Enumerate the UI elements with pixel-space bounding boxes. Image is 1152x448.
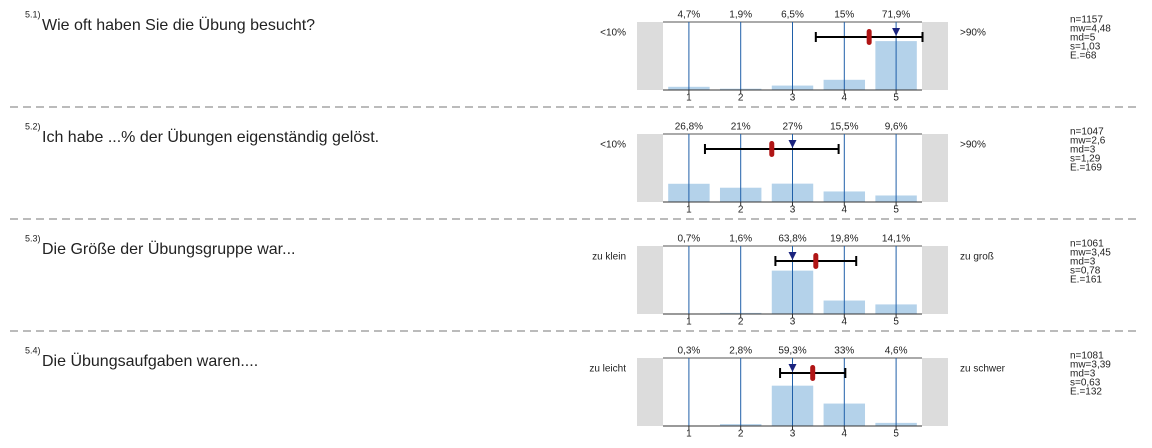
question-text: Wie oft haben Sie die Übung besucht?: [42, 16, 315, 34]
right-label: >90%: [960, 140, 986, 151]
left-label: <10%: [600, 140, 626, 151]
stat-md: md=5: [1070, 33, 1096, 44]
mean-marker: [769, 141, 775, 157]
x-tick-label: 4: [842, 429, 848, 440]
stat-mw: mw=3,45: [1070, 248, 1111, 259]
left-label: zu leicht: [589, 364, 626, 375]
gray-left: [637, 358, 663, 426]
stat-n: n=1061: [1070, 239, 1104, 250]
x-tick-label: 1: [686, 429, 692, 440]
question-text: Die Übungsaufgaben waren....: [42, 352, 258, 370]
x-tick-label: 5: [893, 93, 899, 104]
x-tick-label: 2: [738, 429, 744, 440]
value-label: 15%: [834, 10, 854, 21]
gray-right: [922, 358, 948, 426]
median-marker: [892, 28, 901, 36]
gray-right: [922, 134, 948, 202]
stat-n: n=1157: [1070, 15, 1103, 26]
value-label: 4,6%: [885, 346, 908, 357]
value-label: 1,9%: [729, 10, 752, 21]
x-tick-label: 3: [790, 429, 796, 440]
left-label: <10%: [600, 28, 626, 39]
median-marker: [788, 364, 797, 372]
question-number: 5.4): [25, 345, 41, 355]
gray-left: [637, 134, 663, 202]
question-text: Ich habe ...% der Übungen eigenständig g…: [42, 128, 379, 146]
value-label: 59,3%: [778, 346, 806, 357]
x-tick-label: 2: [738, 317, 744, 328]
value-label: 4,7%: [678, 10, 701, 21]
stat-n: n=1081: [1070, 351, 1104, 362]
x-tick-label: 5: [893, 205, 899, 216]
right-label: zu schwer: [960, 364, 1006, 375]
stat-md: md=3: [1070, 145, 1096, 156]
x-tick-label: 2: [738, 205, 744, 216]
x-tick-label: 1: [686, 205, 692, 216]
x-tick-label: 5: [893, 429, 899, 440]
stat-s: s=0,63: [1070, 378, 1101, 389]
stat-e: E.=169: [1070, 163, 1102, 174]
x-tick-label: 3: [790, 93, 796, 104]
stat-md: md=3: [1070, 257, 1096, 268]
x-tick-label: 4: [842, 317, 848, 328]
value-label: 27%: [782, 122, 802, 133]
right-label: >90%: [960, 28, 986, 39]
right-label: zu groß: [960, 252, 994, 263]
x-tick-label: 2: [738, 93, 744, 104]
value-label: 71,9%: [882, 10, 910, 21]
x-tick-label: 5: [893, 317, 899, 328]
value-label: 26,8%: [675, 122, 703, 133]
stat-mw: mw=2,6: [1070, 136, 1106, 147]
value-label: 1,6%: [729, 234, 752, 245]
stat-md: md=3: [1070, 369, 1096, 380]
x-tick-label: 4: [842, 205, 848, 216]
x-tick-label: 3: [790, 205, 796, 216]
stat-e: E.=161: [1070, 275, 1102, 286]
value-label: 6,5%: [781, 10, 804, 21]
value-label: 15,5%: [830, 122, 858, 133]
mean-marker: [810, 365, 816, 381]
stat-e: E.=68: [1070, 51, 1097, 62]
gray-left: [637, 246, 663, 314]
value-label: 19,8%: [830, 234, 858, 245]
mean-marker: [866, 29, 872, 45]
median-marker: [788, 140, 797, 148]
left-label: zu klein: [592, 252, 626, 263]
stat-s: s=1,29: [1070, 154, 1101, 165]
x-tick-label: 4: [842, 93, 848, 104]
gray-right: [922, 22, 948, 90]
stat-mw: mw=3,39: [1070, 360, 1111, 371]
stat-n: n=1047: [1070, 127, 1104, 138]
stat-s: s=1,03: [1070, 42, 1101, 53]
x-tick-label: 1: [686, 93, 692, 104]
value-label: 2,8%: [729, 346, 752, 357]
question-number: 5.1): [25, 9, 41, 19]
stat-s: s=0,78: [1070, 266, 1101, 277]
x-tick-label: 1: [686, 317, 692, 328]
value-label: 33%: [834, 346, 854, 357]
value-label: 0,3%: [678, 346, 701, 357]
median-marker: [788, 252, 797, 260]
stat-e: E.=132: [1070, 387, 1102, 398]
mean-marker: [813, 253, 819, 269]
question-number: 5.2): [25, 121, 41, 131]
question-text: Die Größe der Übungsgruppe war...: [42, 240, 295, 258]
value-label: 9,6%: [885, 122, 908, 133]
value-label: 63,8%: [778, 234, 806, 245]
value-label: 21%: [731, 122, 751, 133]
gray-left: [637, 22, 663, 90]
value-label: 0,7%: [678, 234, 701, 245]
question-number: 5.3): [25, 233, 41, 243]
value-label: 14,1%: [882, 234, 910, 245]
stat-mw: mw=4,48: [1070, 24, 1111, 35]
x-tick-label: 3: [790, 317, 796, 328]
gray-right: [922, 246, 948, 314]
